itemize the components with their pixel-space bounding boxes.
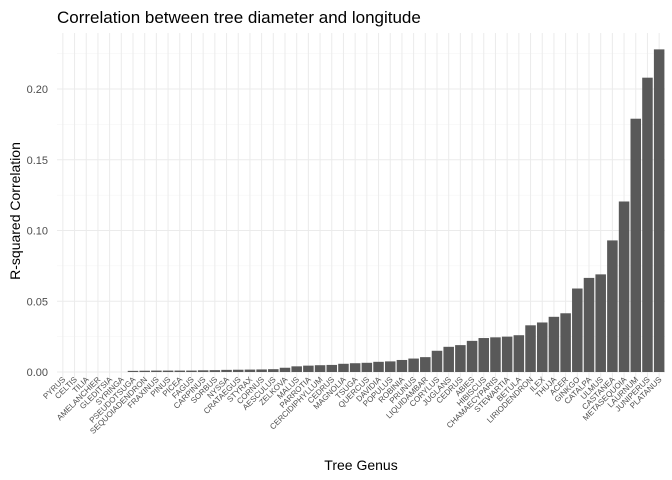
bar [349,363,361,372]
bar [466,340,478,372]
bar [291,366,302,372]
y-tick-label: 0.20 [27,84,48,96]
chart-title: Correlation between tree diameter and lo… [57,8,421,27]
bar [221,369,232,372]
bar [455,345,466,372]
bar [361,362,373,372]
bar [279,367,291,372]
bar [326,364,338,372]
bar [630,118,642,372]
bar [420,357,431,372]
y-axis-ticks: 0.00 0.05 0.10 0.15 0.20 [27,84,48,379]
bar [186,370,197,372]
y-tick-label: 0.10 [27,226,48,238]
bar [618,201,630,372]
bar [373,361,384,372]
bar [162,370,174,372]
bar [607,240,618,372]
bar [408,358,419,372]
bar [443,346,454,372]
bar [583,277,595,372]
bar [396,359,408,372]
bar [338,363,349,372]
bar [490,337,501,372]
y-tick-label: 0.00 [27,367,48,379]
bar [197,370,209,372]
bar [525,325,536,372]
x-axis-ticks: PYRUSCELTISTILIAAMELANCHIERGLEDITSIASYRI… [41,375,663,436]
bars-layer [127,49,665,373]
bar [314,365,326,372]
bar [256,369,267,372]
bar [642,77,653,373]
y-tick-label: 0.15 [27,155,48,167]
bar [174,370,186,372]
bar [139,370,150,372]
bar [384,361,396,372]
y-tick-label: 0.05 [27,296,48,308]
bar [513,335,525,372]
y-axis-title: R-squared Correlation [7,142,23,280]
bar [232,369,244,372]
bar [127,370,139,372]
bar [244,369,256,372]
bar [303,365,314,372]
bar [151,370,162,372]
bar [209,370,221,372]
bar [595,274,606,372]
bar [431,350,443,372]
x-axis-title: Tree Genus [324,457,397,473]
bar [536,322,548,372]
bar [560,313,571,372]
bar [653,49,665,372]
bar [548,316,560,372]
bar [478,338,490,372]
bar [268,369,279,372]
bar [501,336,513,372]
bar [572,288,583,372]
